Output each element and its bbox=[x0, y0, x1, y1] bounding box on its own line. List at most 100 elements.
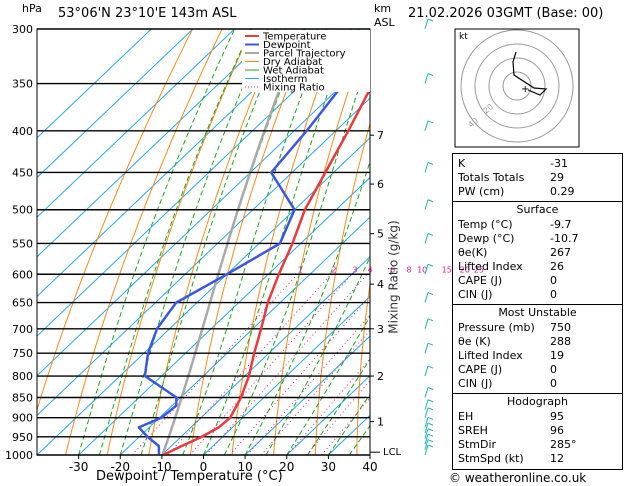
hodograph-row: EH 95 bbox=[458, 410, 564, 423]
table-divider bbox=[453, 393, 622, 394]
wind-barb bbox=[427, 73, 434, 77]
index-row-totals: Totals Totals 29 bbox=[458, 171, 564, 184]
mixing-ratio-line bbox=[167, 273, 332, 455]
hpa-axis-label: hPa bbox=[22, 2, 42, 15]
wind-barb bbox=[424, 318, 429, 329]
mixing-ratio-tick-label: 4 bbox=[368, 265, 373, 274]
wind-barb bbox=[424, 439, 429, 450]
wet-adiabat-line bbox=[78, 29, 236, 455]
wet-adiabat-line bbox=[265, 255, 370, 455]
mixing-ratio-line bbox=[321, 397, 370, 455]
index-row-k: K -31 bbox=[458, 157, 568, 170]
surface-row: Temp (°C) -9.7 bbox=[458, 218, 572, 231]
wind-barb bbox=[427, 444, 434, 448]
isotherm-line bbox=[37, 97, 370, 417]
isotherm-line bbox=[37, 29, 360, 337]
wind-barb bbox=[427, 318, 434, 322]
wind-barb bbox=[427, 18, 434, 22]
hodograph-ring bbox=[488, 57, 546, 115]
km-tick-label: 5 bbox=[377, 228, 384, 241]
wet-adiabat-line bbox=[119, 29, 269, 455]
dewpoint-line bbox=[137, 29, 370, 455]
wind-barb bbox=[424, 233, 429, 244]
km-axis-label: km bbox=[374, 2, 392, 15]
section-surface-title: Surface bbox=[516, 203, 559, 216]
mixing-ratio-line bbox=[306, 379, 370, 455]
pressure-tick-label: 450 bbox=[12, 166, 33, 179]
mixing-ratio-line bbox=[205, 273, 368, 455]
km-tick-label: 7 bbox=[377, 129, 384, 142]
pressure-tick-label: 800 bbox=[12, 370, 33, 383]
surface-row: Lifted Index 26 bbox=[458, 260, 564, 273]
wind-barb bbox=[424, 343, 429, 354]
isotherm-line bbox=[37, 57, 370, 377]
mixing-ratio-tick-label: 6 bbox=[390, 265, 395, 274]
surface-row: Dewp (°C) -10.7 bbox=[458, 232, 579, 245]
isotherm-line bbox=[37, 137, 370, 455]
wet-adiabat-line bbox=[286, 315, 370, 455]
wind-barb bbox=[427, 342, 434, 346]
mixing-ratio-tick-label: 2 bbox=[331, 265, 336, 274]
wind-barb bbox=[424, 428, 429, 439]
wind-barb bbox=[424, 444, 429, 456]
credit-footer: © weatheronline.co.uk bbox=[449, 471, 587, 485]
pressure-tick-label: 700 bbox=[12, 323, 33, 336]
wind-barb bbox=[427, 120, 434, 124]
pressure-tick-label: 600 bbox=[12, 268, 33, 281]
pressure-tick-label: 550 bbox=[12, 237, 33, 250]
legend-background bbox=[242, 30, 370, 92]
wind-barb bbox=[427, 233, 434, 236]
wet-adiabat-line bbox=[307, 358, 370, 455]
wind-barb bbox=[427, 365, 434, 369]
km-tick-label: 6 bbox=[377, 178, 384, 191]
legend-label: Parcel Trajectory bbox=[263, 49, 346, 60]
temp-tick-label: 40 bbox=[362, 460, 377, 474]
hodograph-trace bbox=[512, 51, 548, 96]
dry-adiabat-line bbox=[106, 29, 253, 455]
most-unstable-row: θe (K) 288 bbox=[458, 335, 571, 348]
isotherm-line bbox=[37, 29, 194, 179]
pressure-tick-label: 500 bbox=[12, 204, 33, 217]
wind-barb bbox=[427, 416, 434, 420]
isotherm-line bbox=[78, 176, 370, 455]
table-divider bbox=[453, 304, 622, 305]
index-row-pw: PW (cm) 0.29 bbox=[458, 185, 575, 198]
mixing-ratio-labels: 1 2 3 4 6 8 10 15 20 25 bbox=[298, 265, 484, 274]
surface-row: CIN (J) 0 bbox=[458, 288, 557, 301]
axis-labels: 3003504004505005506006507007508008509009… bbox=[5, 23, 402, 474]
temp-tick-label: 0 bbox=[200, 460, 208, 474]
indices-table: K -31 Totals Totals 29 PW (cm) 0.29 Surface… bbox=[452, 153, 623, 470]
legend-label: Dewpoint bbox=[263, 40, 311, 51]
dry-adiabat-line bbox=[398, 29, 458, 455]
hodograph-ring-label: 20 bbox=[482, 102, 496, 115]
wind-barb bbox=[424, 417, 429, 428]
temperature-line bbox=[162, 86, 370, 455]
km-tick-label: 1 bbox=[377, 416, 384, 429]
wind-barb bbox=[427, 399, 434, 403]
hodograph-frame bbox=[454, 28, 580, 148]
surface-row: CAPE (J) 0 bbox=[458, 274, 557, 287]
section-hodograph-title: Hodograph bbox=[507, 395, 568, 408]
hodograph-row: StmDir 285° bbox=[458, 438, 577, 451]
wind-barb bbox=[424, 422, 429, 434]
hodograph-row: SREH 96 bbox=[458, 424, 564, 437]
temp-tick-label: 20 bbox=[279, 460, 294, 474]
temp-tick-label: 10 bbox=[237, 460, 252, 474]
mixing-ratio-axis-label: Mixing Ratio (g/kg) bbox=[386, 220, 401, 334]
lcl-label: LCL bbox=[383, 447, 402, 458]
isotherm-line bbox=[37, 29, 235, 218]
legend-label: Dry Adiabat bbox=[263, 57, 322, 68]
isotherm-line bbox=[37, 29, 277, 258]
wind-barb bbox=[424, 434, 429, 445]
isotherm-line bbox=[161, 256, 370, 455]
wind-barb bbox=[424, 399, 429, 410]
mixing-ratio-tick-label: 20 bbox=[460, 265, 470, 274]
pressure-tick-label: 400 bbox=[12, 125, 33, 138]
km-tick-label: 4 bbox=[377, 278, 384, 291]
mixing-ratio-tick-label: 10 bbox=[417, 265, 427, 274]
isotherm-line bbox=[37, 29, 319, 298]
hodograph-ring bbox=[460, 29, 574, 143]
mixing-ratio-line bbox=[189, 273, 353, 455]
